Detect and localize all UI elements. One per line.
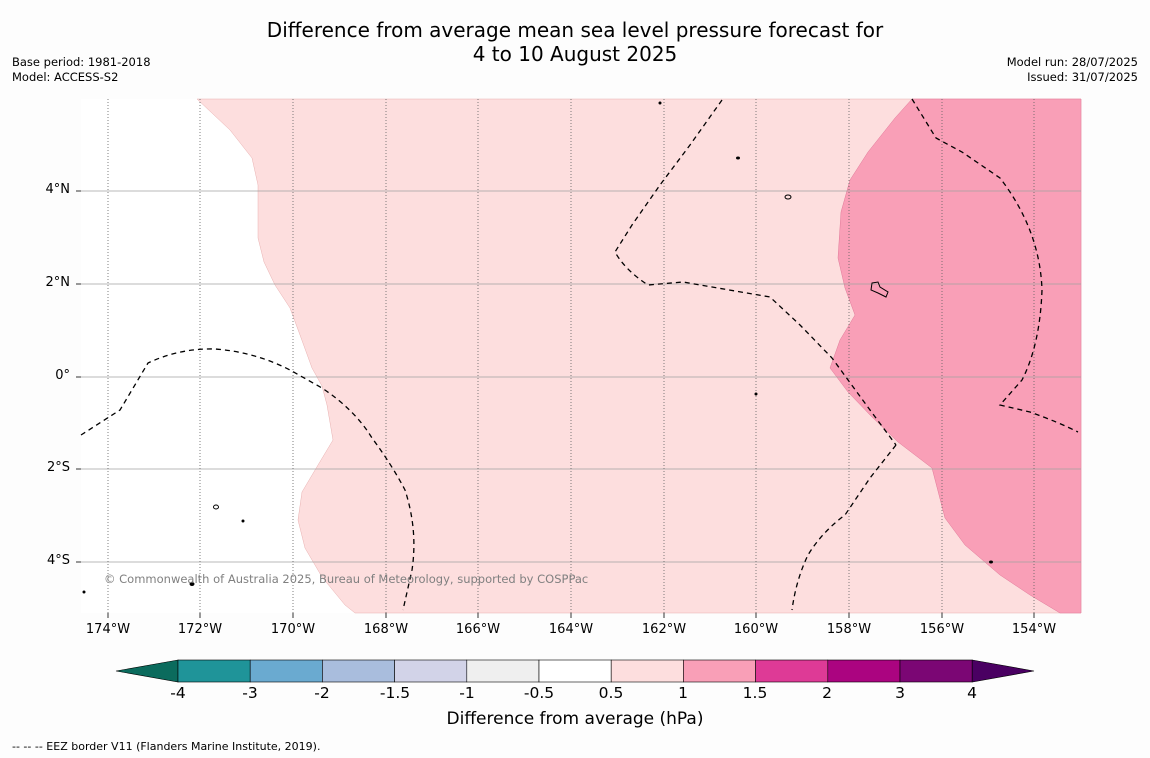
lon-label-172w: 172°W: [177, 622, 223, 637]
island-e: [241, 519, 245, 523]
colorbar-swatch: [827, 659, 901, 683]
island-g: [82, 590, 86, 594]
lat-label-4n: 4°N: [45, 182, 71, 197]
colorbar-swatch: [177, 659, 251, 683]
colorbar-swatch: [538, 659, 612, 683]
title-line-2: 4 to 10 August 2025: [472, 42, 678, 66]
lon-label-168w: 168°W: [363, 622, 409, 637]
lat-label-4s: 4°S: [46, 553, 70, 568]
lat-label-0: 0°: [55, 368, 70, 383]
colorbar-tick: 0.5: [598, 684, 624, 702]
island-f: [189, 582, 195, 586]
graticule: [81, 190, 1081, 563]
model-run: Model run: 28/07/2025: [1006, 55, 1138, 69]
lat-label-2n: 2°N: [45, 275, 71, 290]
colorbar: [115, 659, 1035, 683]
colorbar-tick: -1: [459, 684, 475, 702]
island-h: [989, 560, 993, 564]
map-panel: [81, 98, 1082, 614]
lon-label-162w: 162°W: [641, 622, 687, 637]
colorbar-swatch: [683, 659, 756, 683]
meta-left: Base period: 1981-2018 Model: ACCESS-S2: [12, 55, 151, 85]
colorbar-tick: 1.5: [742, 684, 768, 702]
lon-label-156w: 156°W: [919, 622, 965, 637]
island-c: [754, 392, 758, 396]
colorbar-tick: -4: [170, 684, 186, 702]
island-a: [658, 101, 662, 105]
base-period: Base period: 1981-2018: [12, 55, 151, 69]
colorbar-swatch: [610, 659, 684, 683]
islands: [82, 101, 993, 594]
eez-border-line-islands-west: [614, 99, 897, 446]
colorbar-swatch: [249, 659, 323, 683]
colorbar-swatch: [322, 659, 395, 683]
eez-border-line-islands-south: [791, 444, 897, 611]
island-kiritimati: [870, 281, 889, 298]
meta-right: Model run: 28/07/2025 Issued: 31/07/2025: [1007, 55, 1138, 85]
lon-label-154w: 154°W: [1011, 622, 1057, 637]
eez-border-line-islands-east: [911, 98, 1079, 433]
lon-label-174w: 174°W: [85, 622, 131, 637]
colorbar-tick: 3: [895, 684, 905, 702]
eez-borders: [80, 98, 1079, 611]
colorbar-tick: -3: [242, 684, 258, 702]
colorbar-swatch: [899, 659, 973, 683]
colorbar-tick: 2: [822, 684, 832, 702]
lat-label-2s: 2°S: [46, 460, 70, 475]
eez-border-kiribati-gilbert: [80, 348, 415, 611]
colorbar-swatch: [755, 659, 829, 683]
island-jarvis: [784, 194, 792, 200]
map-title: Difference from average mean sea level p…: [0, 18, 1150, 66]
model-name: Model: ACCESS-S2: [12, 70, 119, 84]
axis-ticks: [76, 190, 1035, 618]
copyright-notice: © Commonwealth of Australia 2025, Bureau…: [104, 572, 589, 586]
colorbar-swatch: [394, 659, 468, 683]
colorbar-tick: 1: [678, 684, 688, 702]
colorbar-extend-max: [971, 659, 1035, 683]
colorbar-tick: -0.5: [523, 684, 555, 702]
lon-label-158w: 158°W: [826, 622, 872, 637]
lon-label-160w: 160°W: [733, 622, 779, 637]
colorbar-extend-min: [115, 659, 179, 683]
colorbar-tick: -2: [314, 684, 330, 702]
lon-label-164w: 164°W: [548, 622, 594, 637]
island-b: [736, 156, 740, 160]
colorbar-tick: 4: [967, 684, 977, 702]
colorbar-swatch: [466, 659, 540, 683]
issued-date: Issued: 31/07/2025: [1027, 70, 1138, 84]
colorbar-tick: -1.5: [379, 684, 411, 702]
lon-label-166w: 166°W: [455, 622, 501, 637]
title-line-1: Difference from average mean sea level p…: [266, 18, 884, 42]
eez-footnote: -- -- -- EEZ border V11 (Flanders Marine…: [12, 740, 321, 753]
lon-label-170w: 170°W: [270, 622, 316, 637]
colorbar-label: Difference from average (hPa): [446, 709, 704, 729]
anomaly-region-1-1.5: [829, 98, 1082, 614]
island-d: [213, 504, 219, 510]
